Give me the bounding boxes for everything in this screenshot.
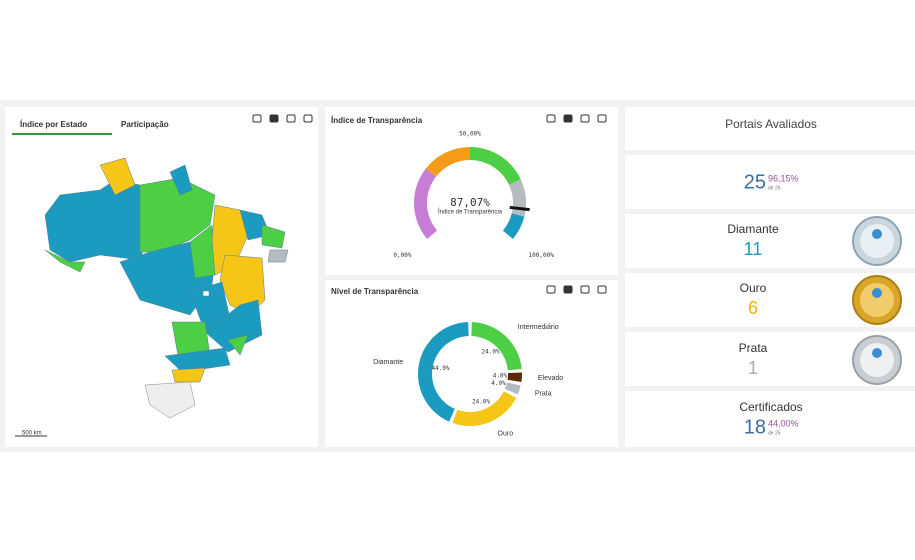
donut-slice	[507, 372, 522, 382]
donut-slice	[471, 322, 522, 371]
tab[interactable]: Índice por Estado	[20, 120, 87, 129]
donut-value-label: 44.0%	[432, 365, 450, 372]
card-percent: 96,15%	[768, 173, 799, 183]
card-of: de 25	[768, 430, 781, 436]
card-of: de 26	[768, 185, 781, 191]
gauge-value: 87,07%	[450, 196, 490, 209]
gauge: 87,07%Índice de Transparência 0,00% 50,00%…	[393, 131, 554, 259]
panel-title: Nível de Transparência	[331, 287, 419, 296]
donut-value-label: 4.0%	[493, 372, 508, 379]
gauge-tick-label: 50,00%	[459, 131, 481, 138]
toolbar-icon[interactable]	[252, 114, 262, 123]
scale-label: 500 km	[22, 431, 42, 437]
card-value: 6	[748, 298, 758, 318]
card-label: Prata	[739, 341, 768, 355]
toolbar	[252, 114, 607, 294]
card	[625, 107, 915, 150]
gauge-tick-label: 100,00%	[529, 252, 555, 259]
donut-value-label: 24.0%	[472, 398, 490, 405]
medal	[852, 216, 902, 266]
toolbar-icon[interactable]	[286, 114, 296, 123]
toolbar-icon[interactable]	[597, 285, 607, 294]
toolbar-icon[interactable]	[597, 114, 607, 123]
gauge-needle	[509, 205, 530, 212]
panel-title: Índice de Transparência	[331, 116, 423, 125]
toolbar-icon[interactable]	[563, 285, 573, 294]
gauge-panel	[325, 107, 618, 275]
donut-slice	[452, 391, 517, 427]
gauge-band	[414, 168, 438, 239]
donut-category-label: Intermediário	[518, 324, 559, 331]
gauge-tick-label: 0,00%	[393, 252, 411, 259]
donut: 24.0% Intermediário 4.0% Elevado 4.0% Prata 24…	[373, 322, 563, 437]
card	[625, 155, 915, 209]
map	[44, 157, 289, 419]
medal	[852, 335, 902, 385]
card-value: 18	[744, 416, 766, 438]
toolbar-icon[interactable]	[563, 114, 573, 123]
gauge-band	[425, 147, 470, 177]
donut-slice	[504, 382, 521, 395]
gauge-band	[470, 147, 521, 185]
donut-category-label: Diamante	[373, 359, 403, 366]
card-label: Ouro	[740, 281, 767, 295]
card	[625, 391, 915, 447]
card-value: 25	[744, 171, 766, 193]
card-percent: 44,00%	[768, 418, 799, 428]
medal	[852, 275, 902, 325]
toolbar-icon[interactable]	[580, 285, 590, 294]
tab[interactable]: Participação	[121, 120, 169, 129]
donut-value-label: 24.0%	[482, 349, 500, 356]
donut-category-label: Ouro	[498, 430, 514, 437]
donut-value-label: 4.0%	[491, 380, 506, 387]
card-label: Diamante	[727, 222, 779, 236]
donut-category-label: Prata	[535, 391, 552, 398]
gauge-band	[502, 213, 525, 239]
card-title: Portais Avaliados	[725, 117, 817, 131]
toolbar-icon[interactable]	[546, 114, 556, 123]
toolbar-icon[interactable]	[303, 114, 313, 123]
toolbar-icon[interactable]	[269, 114, 279, 123]
donut-slice	[417, 322, 469, 422]
card-label: Certificados	[739, 400, 802, 414]
card-value: 1	[748, 358, 758, 378]
toolbar-icon[interactable]	[546, 285, 556, 294]
toolbar-icon[interactable]	[580, 114, 590, 123]
gauge-caption: Índice de Transparência	[438, 209, 503, 216]
donut-category-label: Elevado	[538, 375, 563, 382]
card-value: 11	[744, 239, 763, 259]
